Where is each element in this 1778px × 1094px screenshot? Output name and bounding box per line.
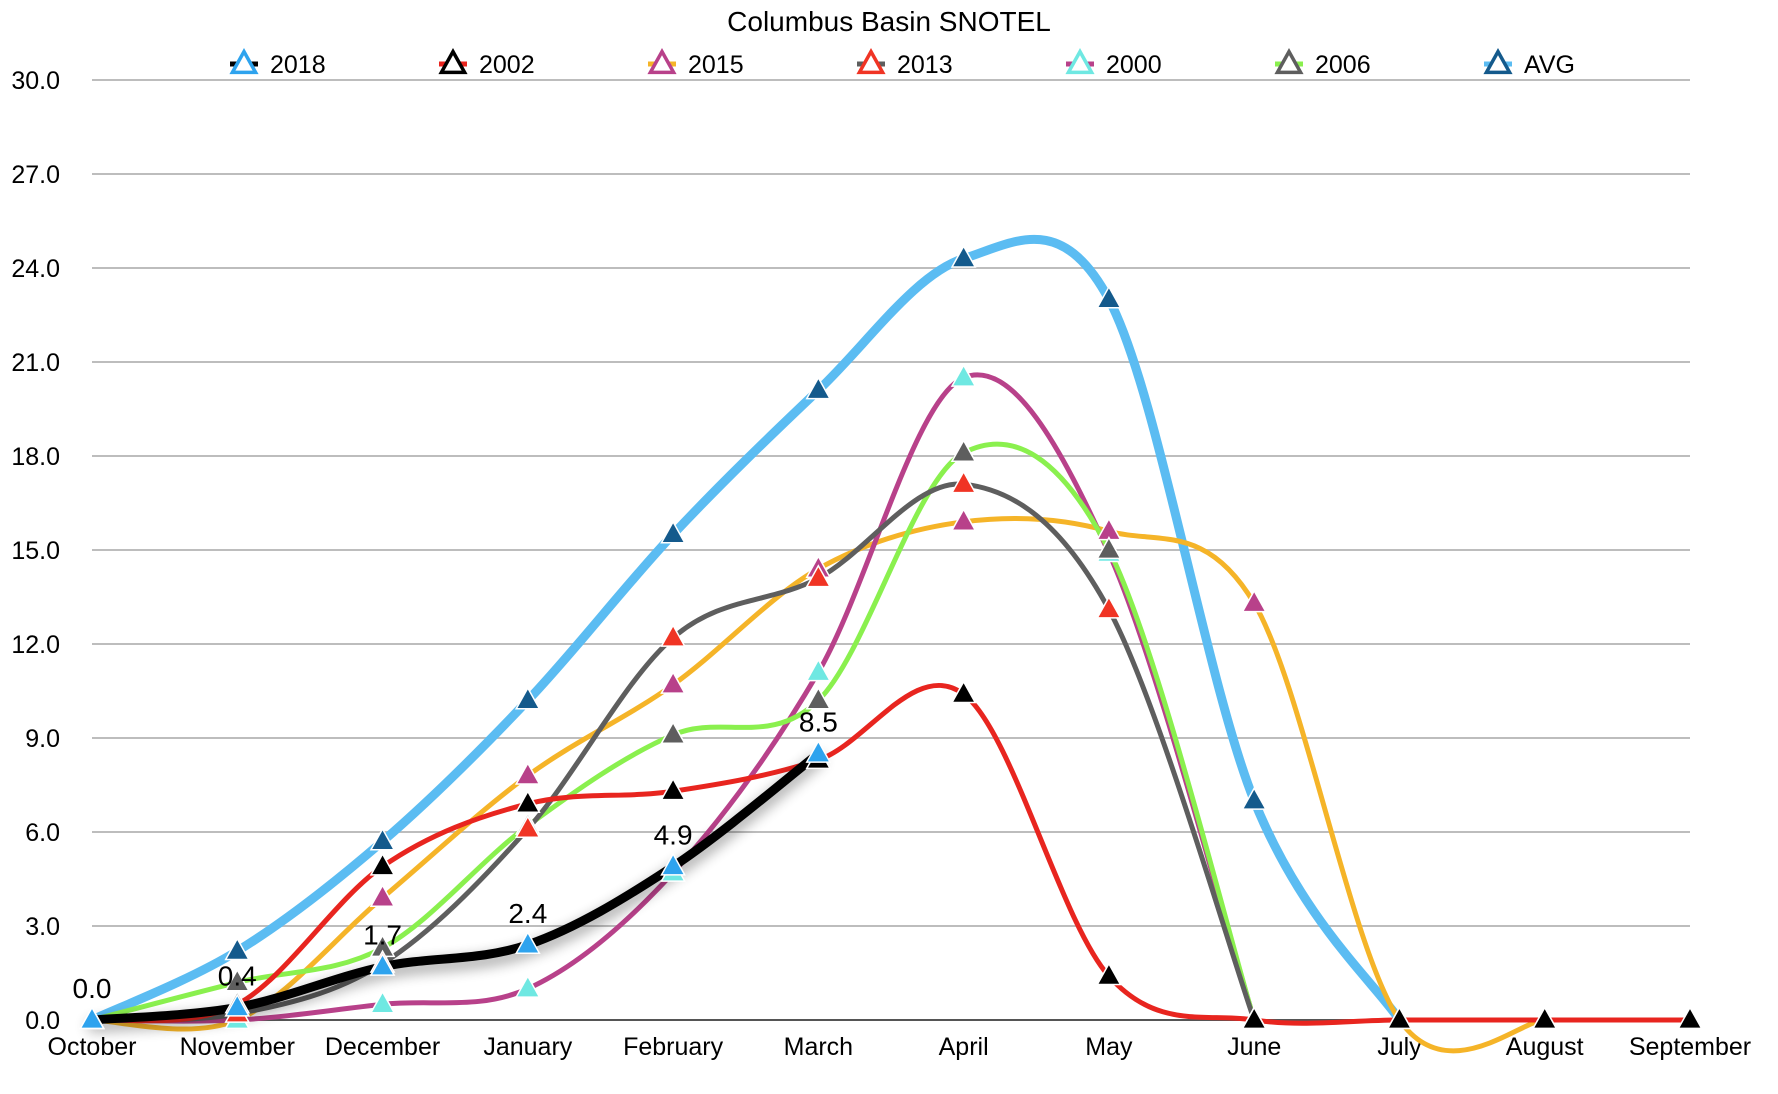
series-2000-marker (369, 990, 396, 1014)
series-2015-marker (369, 883, 396, 907)
series-2002-marker (660, 777, 686, 801)
y-tick-label: 24.0 (11, 255, 60, 283)
series-avg-marker (950, 244, 977, 268)
y-tick-label: 21.0 (11, 349, 60, 377)
series-2018-data-label: 1.7 (363, 920, 402, 951)
series-avg-marker (1241, 786, 1268, 810)
series-2018-marker (805, 739, 832, 763)
series-2018-data-label: 4.9 (654, 819, 693, 850)
x-tick-label: February (623, 1033, 724, 1061)
series-2018-line (87, 749, 823, 1025)
series-2013-marker (660, 623, 686, 647)
series-2018-data-label: 0.0 (73, 973, 112, 1004)
legend-2018-label: 2018 (270, 51, 326, 79)
x-tick-label: June (1227, 1033, 1281, 1061)
legend-avg-label: AVG (1524, 51, 1575, 79)
legend-2002-label: 2002 (479, 51, 535, 79)
series-2018-data-label: 2.4 (508, 898, 547, 929)
y-tick-label: 6.0 (25, 819, 60, 847)
y-tick-label: 18.0 (11, 443, 60, 471)
legend-2000-label: 2000 (1106, 51, 1162, 79)
series-2002-marker (950, 680, 977, 704)
y-tick-label: 0.0 (25, 1007, 60, 1035)
chart-title: Columbus Basin SNOTEL (727, 6, 1051, 37)
grid (92, 79, 1690, 1021)
y-axis-ticks: 0.0 3.0 6.0 9.0 12.0 15.0 18.0 21.0 24.0 27.0 30.0 (11, 67, 60, 1035)
y-tick-label: 12.0 (11, 631, 60, 659)
series-2006-marker (950, 438, 977, 463)
series-2018-marker (369, 952, 396, 976)
series-avg-marker (805, 376, 832, 400)
series-2002-marker (1096, 962, 1122, 986)
legend: 2018 2002 2015 2013 2000 2006 AVG (229, 48, 1575, 79)
legend-2018-marker (229, 48, 259, 75)
series-2002-marker (1531, 1006, 1558, 1030)
series-2006-marker (660, 720, 686, 745)
legend-2015-marker (647, 48, 677, 75)
series-2015-marker (1241, 589, 1268, 613)
series-2013-marker (805, 564, 832, 588)
series-avg-marker (369, 827, 396, 851)
x-tick-label: April (939, 1033, 989, 1061)
series-2018-marker (660, 852, 686, 876)
series-avg-line (87, 234, 1404, 1025)
series-2002-marker (1677, 1006, 1703, 1030)
series-2018-marker (224, 993, 251, 1017)
legend-2006-marker (1274, 48, 1304, 75)
x-tick-label: December (325, 1033, 440, 1061)
series-2002-marker (369, 852, 396, 876)
series-2013-marker (950, 470, 977, 494)
legend-avg-marker (1483, 48, 1513, 75)
series-2018-marker (79, 1006, 105, 1030)
legend-2013-marker (856, 48, 886, 75)
y-tick-label: 9.0 (25, 725, 60, 753)
series-2015-marker (660, 670, 686, 694)
x-tick-label: May (1085, 1033, 1133, 1061)
series-2002-line (89, 683, 1693, 1026)
series-2002-marker (514, 789, 541, 813)
series-2015-marker (514, 761, 541, 785)
y-tick-label: 30.0 (11, 67, 60, 95)
x-axis-ticks: October November December January February Ma… (48, 1033, 1752, 1061)
series-lines (87, 234, 1693, 1054)
series-2002-marker (1386, 1006, 1413, 1030)
legend-2013-label: 2013 (897, 51, 953, 79)
series-2013-marker (1096, 595, 1122, 619)
series-avg-marker (224, 937, 251, 961)
series-2000-marker (950, 363, 977, 387)
series-avg-marker (514, 686, 541, 710)
legend-2000-marker (1065, 48, 1095, 75)
x-tick-label: October (48, 1033, 137, 1061)
y-tick-label: 15.0 (11, 537, 60, 565)
series-2000-marker (514, 974, 541, 998)
series-2018-data-label: 0.4 (218, 960, 257, 991)
x-tick-label: August (1506, 1033, 1584, 1061)
series-2018-data-label: 8.5 (799, 707, 838, 738)
series-2000-marker (805, 658, 832, 682)
series-2018-marker (514, 930, 541, 954)
series-avg-marker (660, 520, 686, 544)
series-2002-marker (1241, 1006, 1268, 1030)
legend-2002-marker (438, 48, 468, 75)
series-2013-line (89, 481, 1257, 1023)
series-2006-marker (805, 686, 832, 710)
y-tick-label: 27.0 (11, 161, 60, 189)
x-tick-label: January (483, 1033, 572, 1061)
series-2013-marker (514, 814, 541, 839)
x-tick-label: September (1629, 1033, 1751, 1061)
series-markers (79, 244, 1703, 1030)
series-2006-marker (1096, 536, 1122, 560)
x-tick-label: March (784, 1033, 853, 1061)
legend-2015-label: 2015 (688, 51, 744, 79)
x-tick-label: November (180, 1033, 295, 1061)
y-tick-label: 3.0 (25, 913, 60, 941)
data-labels: 0.0 0.4 1.7 2.4 4.9 8.5 (73, 707, 838, 1004)
legend-2006-label: 2006 (1315, 51, 1371, 79)
series-2015-marker (950, 507, 977, 531)
series-avg-marker (1096, 285, 1122, 309)
